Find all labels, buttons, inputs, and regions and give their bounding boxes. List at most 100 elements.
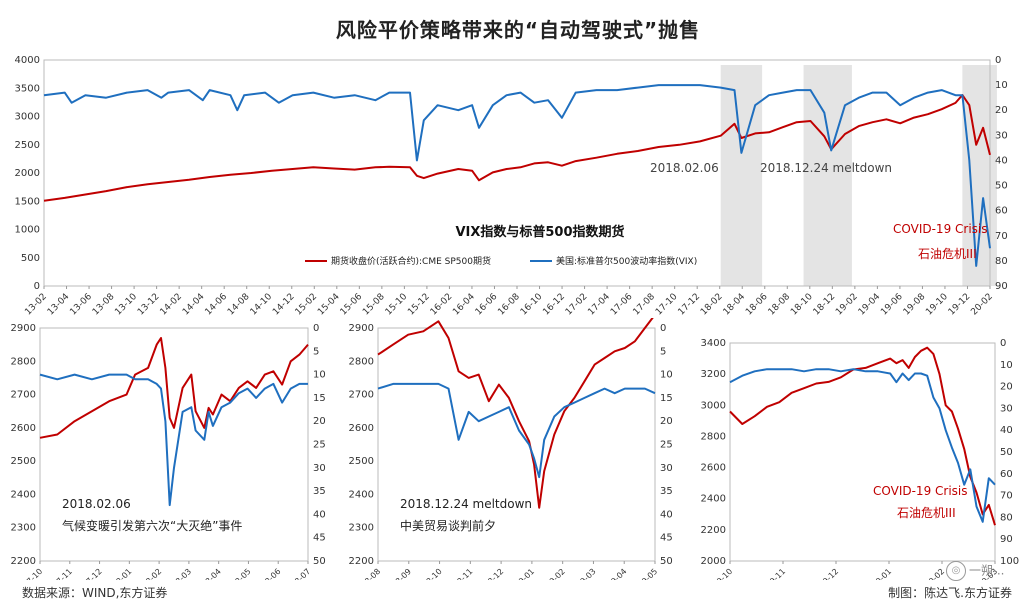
left-y-tick-label: 2500 — [11, 456, 36, 467]
vix-line — [729, 368, 996, 523]
plot-frame — [729, 342, 996, 562]
x-tick-label: 17-04 — [586, 292, 612, 318]
left-y-tick-label: 2200 — [701, 525, 726, 536]
x-tick-label: 14-10 — [249, 292, 275, 318]
right-y-tick-label: 25 — [313, 440, 326, 451]
x-tick-label: 18-08 — [359, 567, 382, 580]
left-y-tick-label: 2600 — [349, 423, 374, 434]
left-y-tick-label: 3400 — [701, 338, 726, 349]
left-y-tick-label: 2800 — [349, 356, 374, 367]
futures-price-line — [729, 346, 996, 526]
right-y-tick-label: 0 — [995, 55, 1001, 66]
right-y-tick-label: 0 — [660, 323, 666, 334]
x-tick-label: 17-12 — [677, 292, 703, 318]
x-tick-label: 19-05 — [636, 567, 659, 580]
x-tick-label: 18-04 — [200, 567, 223, 580]
x-tick-label: 19-02 — [834, 292, 860, 318]
legend-label: 美国:标准普尔500波动率指数(VIX) — [556, 255, 697, 267]
x-tick-label: 18-02 — [141, 567, 164, 580]
right-y-tick-label: 10 — [313, 370, 326, 381]
right-y-tick-label: 50 — [313, 556, 326, 567]
x-tick-label: 18-10 — [789, 292, 815, 318]
x-tick-label: 14-02 — [159, 292, 185, 318]
right-y-tick-label: 20 — [660, 416, 673, 427]
x-tick-label: 16-10 — [519, 292, 545, 318]
right-y-tick-label: 70 — [1000, 491, 1013, 502]
x-tick-label: 19-04 — [857, 292, 883, 318]
right-y-tick-label: 15 — [660, 393, 673, 404]
right-y-tick-label: 35 — [313, 486, 326, 497]
x-tick-label: 17-12 — [81, 567, 104, 580]
x-tick-label: 15-12 — [406, 292, 432, 318]
x-tick-label: 19-04 — [606, 567, 629, 580]
x-tick-label: 18-08 — [767, 292, 793, 318]
left-y-tick-label: 2800 — [701, 431, 726, 442]
vix-line — [377, 382, 656, 479]
left-y-tick-label: 2000 — [701, 556, 726, 567]
x-tick-label: 20-01 — [870, 567, 893, 580]
x-tick-label: 18-06 — [744, 292, 770, 318]
right-y-tick-label: 50 — [995, 181, 1008, 192]
annotation-label: 2018.12.24 meltdown — [400, 497, 532, 511]
right-y-tick-label: 60 — [995, 206, 1008, 217]
right-y-tick-label: 30 — [313, 463, 326, 474]
left-y-tick-label: 0 — [34, 281, 40, 292]
x-tick-label: 18-04 — [722, 292, 748, 318]
futures-price-line — [43, 94, 991, 202]
left-y-tick-label: 2200 — [349, 556, 374, 567]
right-y-tick-label: 10 — [1000, 360, 1013, 371]
right-y-tick-label: 40 — [313, 509, 326, 520]
left-y-tick-label: 1000 — [15, 225, 40, 236]
left-y-tick-label: 1500 — [15, 196, 40, 207]
right-y-tick-label: 15 — [313, 393, 326, 404]
annotation-label: 石油危机III — [897, 506, 956, 520]
x-tick-label: 19-01 — [513, 567, 536, 580]
right-y-tick-label: 0 — [313, 323, 319, 334]
right-y-tick-label: 80 — [1000, 512, 1013, 523]
x-tick-label: 19-12 — [947, 292, 973, 318]
panel-chart-2018-12: 2200 2300 2400 2500 2600 2700 2800 2900 0 5 10 15 20… — [349, 318, 673, 580]
right-y-tick-label: 80 — [995, 256, 1008, 267]
left-y-tick-label: 2300 — [11, 523, 36, 534]
left-y-tick-label: 500 — [21, 253, 40, 264]
x-tick-label: 13-12 — [136, 292, 162, 318]
right-y-tick-label: 25 — [660, 440, 673, 451]
x-tick-label: 17-08 — [632, 292, 658, 318]
x-tick-label: 13-10 — [113, 292, 139, 318]
x-tick-label: 18-03 — [170, 567, 193, 580]
x-tick-label: 14-12 — [271, 292, 297, 318]
author-note: 制图：陈达飞.东方证券 — [888, 586, 1012, 600]
x-tick-label: 19-10 — [711, 567, 734, 580]
right-y-tick-label: 5 — [660, 346, 666, 357]
annotation-label: COVID-19 Crisis — [893, 222, 988, 236]
vix-line — [39, 373, 308, 507]
x-tick-label: 13-02 — [23, 292, 49, 318]
right-y-tick-label: 45 — [660, 533, 673, 544]
left-y-tick-label: 2700 — [349, 390, 374, 401]
vix-line — [43, 84, 991, 267]
x-tick-label: 18-11 — [452, 567, 475, 580]
x-tick-label: 18-12 — [812, 292, 838, 318]
panel-chart-2018-02: 2200 2300 2400 2500 2600 2700 2800 2900 0 5 10 15 20… — [11, 323, 326, 580]
left-y-tick-label: 2900 — [349, 323, 374, 334]
x-tick-label: 16-08 — [496, 292, 522, 318]
left-y-tick-label: 3200 — [701, 369, 726, 380]
annotation-label: 石油危机III — [918, 247, 977, 261]
x-tick-label: 20-02 — [969, 292, 995, 318]
right-y-tick-label: 0 — [1000, 338, 1006, 349]
left-y-tick-label: 3000 — [15, 112, 40, 123]
left-y-tick-label: 2600 — [11, 423, 36, 434]
futures-price-line — [39, 337, 309, 439]
x-tick-label: 13-04 — [46, 292, 72, 318]
left-y-tick-label: 2500 — [349, 456, 374, 467]
x-tick-label: 19-10 — [924, 292, 950, 318]
panel-chart-2020-03: 2000 2200 2400 2600 2800 3000 3200 3400 0 10 20 30 4… — [701, 338, 1020, 580]
x-tick-label: 17-02 — [564, 292, 590, 318]
right-y-tick-label: 90 — [1000, 534, 1013, 545]
left-y-tick-label: 4000 — [15, 55, 40, 66]
right-y-tick-label: 35 — [660, 486, 673, 497]
left-y-tick-label: 2900 — [11, 323, 36, 334]
x-tick-label: 19-12 — [817, 567, 840, 580]
page-title: 风险平价策略带来的“自动驾驶式”抛售 — [335, 18, 701, 42]
x-tick-label: 18-01 — [111, 567, 134, 580]
